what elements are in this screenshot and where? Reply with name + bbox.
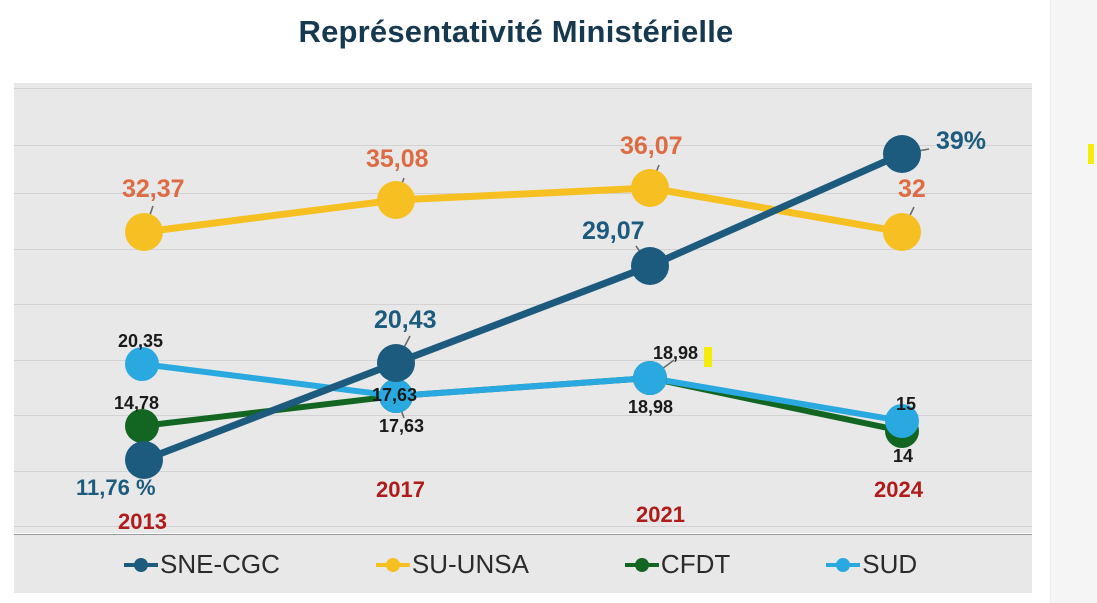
series-line-sud: [139, 361, 905, 424]
legend-marker-icon-cfdt: [624, 556, 659, 572]
axis-label-2017: 2017: [376, 477, 425, 502]
data-point-sne-cgc-2013: [125, 441, 163, 479]
label-sud-2017: 17,63: [372, 385, 418, 405]
legend-label-sud: SUD: [862, 548, 918, 579]
page-title: Représentativité Ministérielle: [298, 14, 734, 49]
label-su-unsa-2013: 32,37: [122, 175, 185, 203]
gridline: [14, 304, 1032, 305]
gridline: [14, 415, 1032, 416]
label-su-unsa-2024: 32: [898, 175, 926, 203]
label-su-unsa-2017: 35,08: [366, 145, 429, 173]
gridline: [14, 526, 1032, 527]
right-side-panel: [1050, 0, 1097, 603]
data-point-sne-cgc-2017: [377, 344, 415, 382]
legend-item-sud[interactable]: SUD: [826, 549, 917, 580]
gridline: [14, 145, 1032, 146]
data-point-sud-2021: [633, 361, 667, 395]
label-sne-cgc-2024: 39%: [936, 127, 987, 155]
label-sne-cgc-2021: 29,07: [582, 217, 645, 245]
axis-label-2013: 2013: [118, 509, 167, 533]
label-sne-cgc-2017: 20,43: [374, 306, 437, 334]
series-line-su-unsa: [140, 184, 906, 236]
chart-plot-area: 32,37 35,08 36,07 32 11,76 % 20,43 29,07…: [14, 83, 1032, 533]
label-cfdt-2017: 17,63: [379, 416, 425, 436]
label-sud-2021: 18,98: [653, 343, 699, 363]
legend-item-cfdt[interactable]: CFDT: [624, 548, 731, 580]
data-point-sud-2017: [379, 379, 413, 413]
label-su-unsa-2021: 36,07: [620, 132, 683, 160]
label-sne-cgc-2013: 11,76 %: [76, 475, 156, 500]
yellow-caret-marker-right: [1088, 144, 1094, 164]
legend-marker-icon-sud: [826, 556, 861, 572]
data-point-cfdt-2013: [125, 409, 159, 443]
data-point-sud-2024: [885, 404, 919, 438]
data-point-su-unsa-2013: [125, 213, 163, 251]
label-sud-2024: 15: [896, 394, 917, 414]
legend-marker-icon-su-unsa: [375, 556, 410, 572]
gridline: [14, 360, 1032, 361]
gridline: [14, 88, 1032, 89]
data-point-su-unsa-2017: [377, 181, 415, 219]
series-lines-svg: [125, 135, 930, 479]
legend-label-sne-cgc: SNE-CGC: [160, 548, 280, 579]
axis-label-2024: 2024: [874, 477, 923, 502]
axis-label-2021: 2021: [636, 502, 685, 527]
label-cfdt-2024: 14: [893, 446, 914, 466]
data-point-sne-cgc-2024: [883, 135, 921, 173]
label-cfdt-2021: 18,98: [628, 397, 674, 417]
series-line-sne-cgc: [140, 150, 906, 464]
data-point-sud-2013: [125, 347, 159, 381]
legend-marker-icon-sne-cgc: [124, 556, 158, 572]
data-point-su-unsa-2021: [631, 169, 669, 207]
gridline: [14, 249, 1032, 250]
data-point-su-unsa-2024: [883, 213, 921, 251]
legend-label-cfdt: CFDT: [660, 548, 731, 579]
label-sud-2013: 20,35: [118, 331, 164, 351]
chart-legend: SNE-CGC SU-UNSA CFDT SUD: [14, 534, 1032, 593]
yellow-caret-marker-plot: [704, 347, 712, 367]
legend-item-su-unsa[interactable]: SU-UNSA: [375, 548, 529, 580]
gridline: [14, 471, 1032, 472]
label-cfdt-2013: 14,78: [114, 393, 160, 413]
legend-item-sne-cgc[interactable]: SNE-CGC: [124, 549, 280, 580]
legend-label-su-unsa: SU-UNSA: [411, 548, 529, 579]
data-point-sne-cgc-2021: [631, 247, 669, 285]
